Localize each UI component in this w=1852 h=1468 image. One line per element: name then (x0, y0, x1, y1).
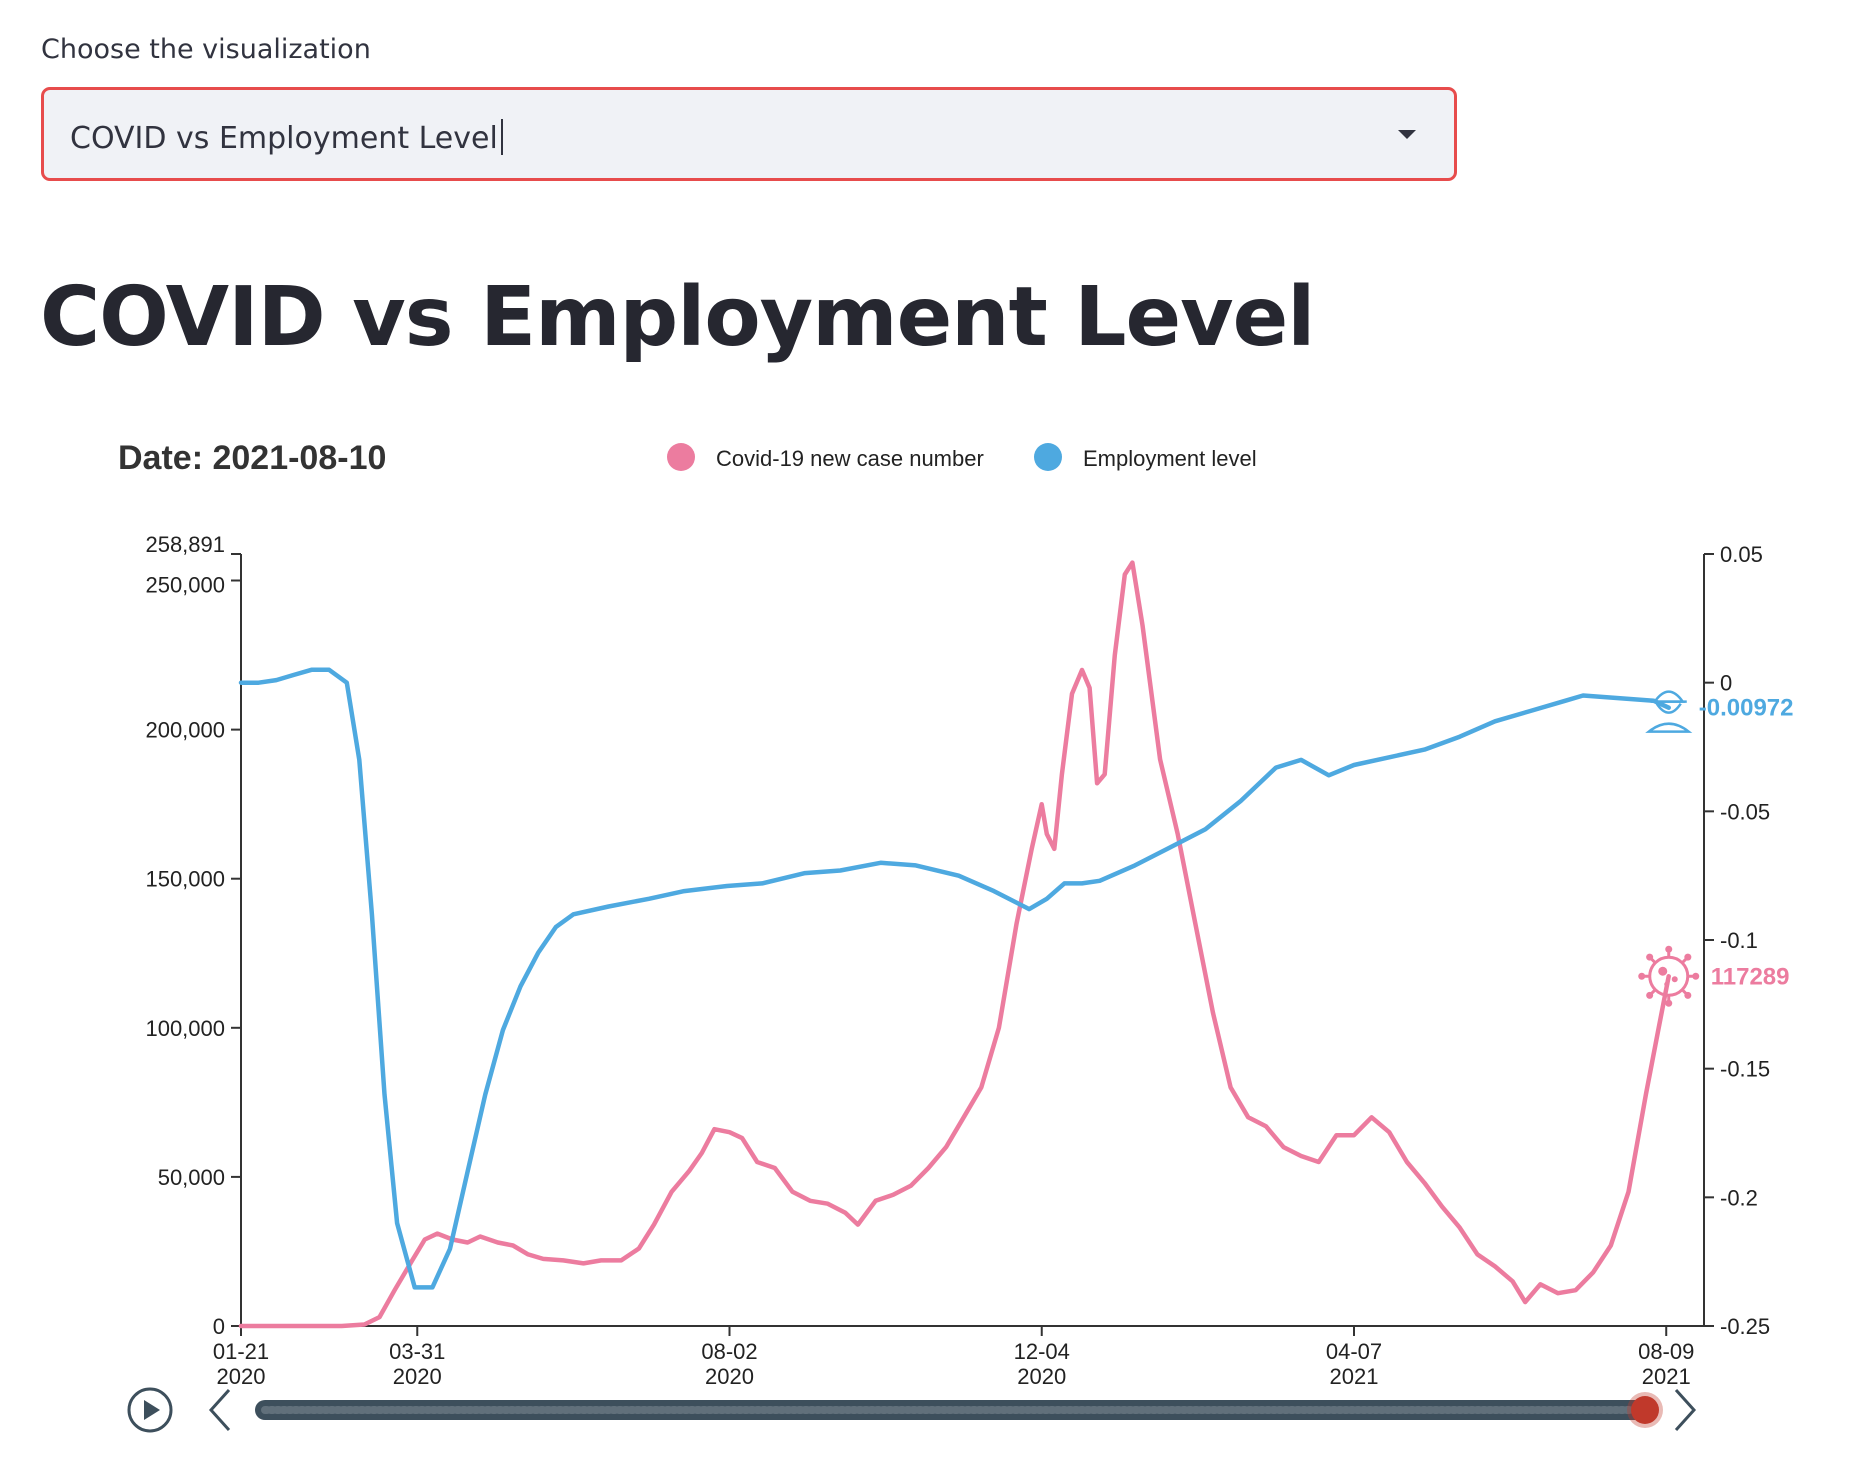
y-right-tick-label: -0.25 (1720, 1314, 1770, 1339)
page-title: COVID vs Employment Level (40, 270, 1315, 365)
x-tick-label: 01-21 (213, 1339, 269, 1364)
play-icon-triangle (144, 1400, 160, 1420)
legend-marker-employment (1034, 443, 1062, 471)
worker-icon-helmet (1652, 690, 1686, 703)
virus-icon-spike-tip (1684, 991, 1692, 999)
x-tick-label: 04-07 (1326, 1339, 1382, 1364)
y-right-tick-label: -0.2 (1720, 1185, 1758, 1210)
x-tick-label-year: 2020 (217, 1364, 266, 1389)
y-left-tick-label: 150,000 (145, 867, 225, 892)
virus-icon-spike-tip (1692, 972, 1700, 980)
virus-icon-spike-tip (1665, 945, 1673, 953)
y-left-tick-label: 0 (213, 1314, 225, 1339)
virus-icon-spike-tip (1684, 953, 1692, 961)
x-tick-label: 12-04 (1014, 1339, 1070, 1364)
legend-item-covid[interactable]: Covid-19 new case number (667, 443, 984, 471)
worker-icon (1645, 690, 1693, 733)
visualization-select[interactable]: COVID vs Employment Level (41, 87, 1457, 181)
employment-end-label: -0.00972 (1699, 695, 1794, 722)
virus-icon-spike-tip (1646, 991, 1654, 999)
series-line-covid (238, 560, 1671, 1329)
x-tick-label-year: 2021 (1330, 1364, 1379, 1389)
chevron-down-icon[interactable] (1398, 130, 1416, 139)
select-value: COVID vs Employment Level (70, 119, 503, 156)
timeline (127, 1387, 1697, 1433)
x-tick-label-year: 2020 (393, 1364, 442, 1389)
select-label: Choose the visualization (41, 34, 371, 65)
series-line-employment (238, 667, 1671, 1290)
legend-label-covid: Covid-19 new case number (716, 446, 984, 471)
y-right-tick-label: 0.05 (1720, 542, 1763, 567)
legend: Covid-19 new case number Employment leve… (667, 443, 1257, 471)
x-tick-label: 08-09 (1638, 1339, 1694, 1364)
y-left-tick-label: 200,000 (145, 718, 225, 743)
y-left-tick-label: 100,000 (145, 1016, 225, 1041)
virus-icon-spike-tip (1665, 999, 1673, 1007)
covid-end-label: 117289 (1711, 963, 1790, 990)
y-right-tick-label: -0.15 (1720, 1057, 1770, 1082)
y-right-tick-label: 0 (1720, 671, 1732, 696)
worker-icon-face (1655, 702, 1682, 714)
select-value-text: COVID vs Employment Level (70, 121, 498, 156)
x-tick-label: 03-31 (389, 1339, 445, 1364)
axes: 0 50,000 100,000 150,000 200,000 250,000 258,8… (145, 532, 1770, 1389)
virus-icon-spike-tip (1638, 972, 1646, 980)
play-button[interactable] (127, 1387, 173, 1433)
x-tick-label: 08-02 (701, 1339, 757, 1364)
worker-icon-shoulders (1645, 722, 1693, 733)
virus-icon-spike-tip (1646, 953, 1654, 961)
end-markers: 117289 -0.00972 (1638, 690, 1794, 1007)
series-layer (238, 560, 1671, 1329)
legend-item-employment[interactable]: Employment level (1034, 443, 1257, 471)
timeline-handle[interactable] (1631, 1396, 1659, 1424)
x-tick-label-year: 2020 (705, 1364, 754, 1389)
x-tick-label-year: 2020 (1017, 1364, 1066, 1389)
chevron-right-icon[interactable] (1674, 1388, 1697, 1432)
legend-label-employment: Employment level (1083, 446, 1257, 471)
y-left-tick-label: 50,000 (158, 1165, 225, 1190)
x-tick-label-year: 2021 (1642, 1364, 1691, 1389)
virus-icon-dot (1658, 966, 1668, 976)
text-caret (500, 119, 503, 155)
y-right-tick-label: -0.05 (1720, 799, 1770, 824)
virus-icon (1638, 945, 1700, 1007)
y-left-tick-label: 250,000 (145, 573, 225, 598)
legend-marker-covid (667, 443, 695, 471)
y-right-tick-label: -0.1 (1720, 928, 1758, 953)
chevron-left-icon[interactable] (208, 1388, 231, 1432)
y-left-tick-label: 258,891 (145, 532, 225, 557)
virus-icon-dot (1664, 981, 1670, 987)
virus-icon-dot (1671, 976, 1678, 983)
chart-title: Date: 2021-08-10 (118, 439, 386, 477)
